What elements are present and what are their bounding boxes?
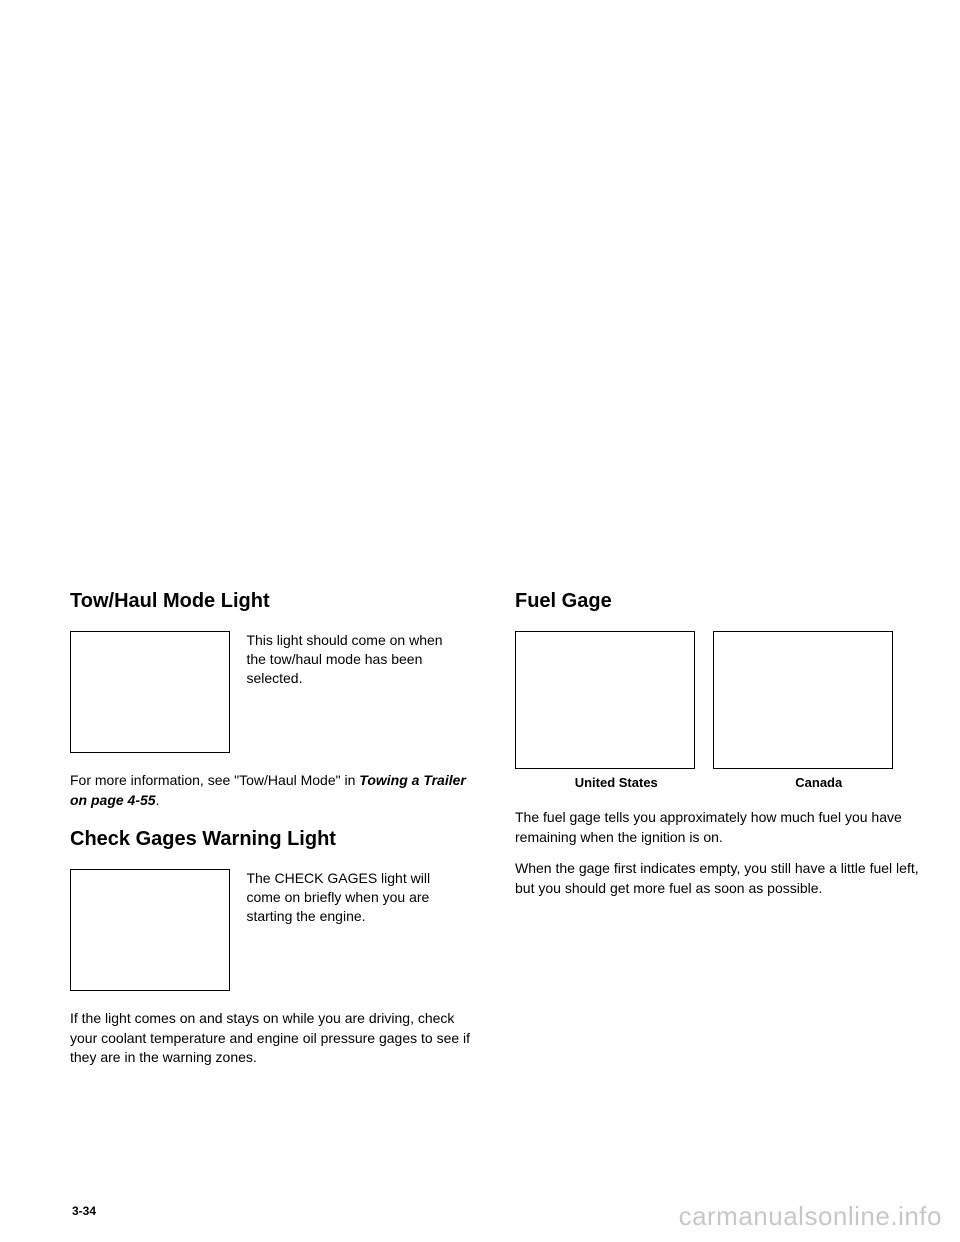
caption-us: United States: [515, 775, 718, 790]
tow-haul-side-text: This light should come on when the tow/h…: [246, 631, 456, 688]
left-column: Tow/Haul Mode Light This light should co…: [70, 590, 475, 1068]
check-gages-side-text: The CHECK GAGES light will come on brief…: [246, 869, 456, 926]
fuel-gage-ca-image: [713, 631, 893, 769]
watermark-text: carmanualsonline.info: [679, 1201, 942, 1232]
tow-haul-body-suffix: .: [156, 792, 160, 808]
tow-haul-body-prefix: For more information, see "Tow/Haul Mode…: [70, 772, 359, 788]
page-number: 3-34: [72, 1204, 96, 1218]
fuel-gage-images: [515, 631, 920, 769]
fuel-gage-heading: Fuel Gage: [515, 590, 920, 613]
tow-haul-body: For more information, see "Tow/Haul Mode…: [70, 771, 475, 810]
check-gages-heading: Check Gages Warning Light: [70, 828, 475, 851]
tow-haul-heading: Tow/Haul Mode Light: [70, 590, 475, 613]
right-column: Fuel Gage United States Canada The fuel …: [515, 590, 920, 1068]
fuel-gage-para1: The fuel gage tells you approximately ho…: [515, 808, 920, 847]
fuel-gage-us-image: [515, 631, 695, 769]
check-gages-body: If the light comes on and stays on while…: [70, 1009, 475, 1068]
check-gages-image-placeholder: [70, 869, 230, 991]
tow-haul-block: This light should come on when the tow/h…: [70, 631, 475, 753]
fuel-gage-captions: United States Canada: [515, 775, 920, 790]
fuel-gage-para2: When the gage first indicates empty, you…: [515, 859, 920, 898]
caption-ca: Canada: [718, 775, 921, 790]
page-content: Tow/Haul Mode Light This light should co…: [70, 590, 920, 1242]
check-gages-block: The CHECK GAGES light will come on brief…: [70, 869, 475, 991]
two-column-layout: Tow/Haul Mode Light This light should co…: [70, 590, 920, 1068]
tow-haul-image-placeholder: [70, 631, 230, 753]
